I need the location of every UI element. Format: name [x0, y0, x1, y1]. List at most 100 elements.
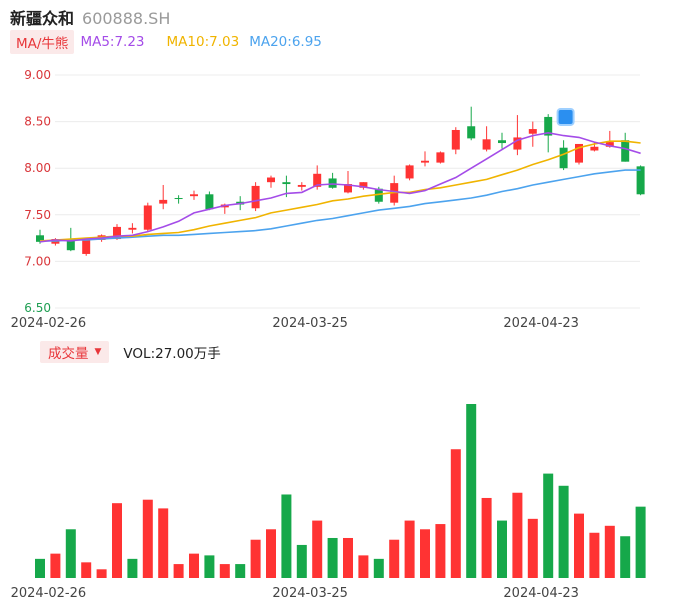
candle-body — [174, 198, 183, 200]
volume-bar — [404, 520, 415, 578]
price-date-axis: 2024-02-26 2024-03-25 2024-04-23 — [11, 316, 579, 331]
price-date-label: 2024-02-26 — [11, 316, 87, 331]
volume-date-axis: 2024-02-26 2024-03-25 2024-04-23 — [11, 586, 579, 601]
volume-bar — [481, 497, 492, 578]
volume-bar — [589, 532, 600, 578]
price-tick-label: 8.00 — [24, 161, 51, 175]
candle-body — [344, 184, 352, 193]
volume-date-label: 2024-04-23 — [503, 586, 579, 601]
candle — [267, 175, 275, 188]
ma-toggle-button[interactable]: MA/牛熊 — [10, 30, 75, 54]
volume-bar — [142, 499, 153, 578]
volume-bar — [312, 520, 323, 578]
volume-bar — [497, 520, 507, 578]
volume-bar — [435, 524, 446, 578]
candle-body — [451, 129, 460, 150]
volume-bar — [512, 492, 523, 578]
volume-toggle-button[interactable]: 成交量 ▼ — [40, 341, 110, 363]
price-axis-ticks: 9.00 8.50 8.00 7.50 7.00 6.50 — [24, 68, 51, 315]
price-tick-label: 9.00 — [24, 68, 51, 82]
volume-bar — [81, 562, 92, 578]
volume-bar — [173, 564, 184, 578]
candle — [605, 130, 614, 148]
candle-body — [374, 188, 383, 202]
candle-body — [143, 205, 152, 230]
volume-bar — [281, 494, 292, 578]
volume-bar — [373, 558, 384, 578]
volume-bar — [389, 539, 400, 578]
price-date-label: 2024-04-23 — [503, 316, 579, 331]
volume-date-label: 2024-02-26 — [11, 586, 87, 601]
candle — [559, 140, 568, 171]
volume-bar — [604, 525, 615, 578]
volume-bar — [327, 537, 338, 578]
candle-body — [621, 140, 630, 162]
candle-body — [66, 239, 75, 251]
candle-body — [436, 152, 445, 163]
volume-bar — [158, 508, 169, 578]
candle-body — [251, 185, 260, 209]
volume-toggle-label: 成交量 — [48, 346, 89, 362]
stock-header: 新疆众和 600888.SH — [10, 5, 171, 28]
volume-legend: 成交量 ▼ VOL:27.00万手 — [40, 341, 221, 363]
candle — [405, 164, 414, 181]
candle-body — [282, 182, 291, 185]
candle — [205, 191, 214, 211]
signal-icon — [556, 107, 575, 126]
candle — [513, 115, 522, 156]
moving-average-lines — [39, 131, 641, 243]
candle-body — [544, 116, 553, 136]
candle-body — [205, 194, 214, 210]
candle-body — [590, 146, 599, 151]
candle-body — [297, 184, 306, 187]
volume-bar — [250, 539, 261, 578]
ma-legend: MA/牛熊 MA5:7.23 MA10:7.03 MA20:6.95 — [10, 30, 332, 54]
candle-body — [82, 239, 91, 254]
price-tick-label: 8.50 — [24, 115, 51, 129]
candle — [344, 170, 352, 194]
candle — [297, 182, 306, 191]
candle-body — [113, 226, 121, 240]
candle — [251, 182, 260, 212]
candle-body — [421, 160, 429, 163]
candle-body — [528, 129, 537, 134]
volume-bar — [527, 518, 538, 578]
ma20-line — [40, 169, 641, 242]
candle — [159, 184, 168, 210]
caret-down-icon: ▼ — [94, 347, 102, 357]
candle-body — [636, 166, 645, 195]
volume-bar — [296, 544, 307, 578]
volume-bar — [65, 529, 76, 578]
ma10-line — [39, 140, 641, 242]
ma5-line — [39, 131, 641, 243]
candle-body — [359, 182, 368, 188]
volume-bar — [50, 553, 61, 578]
volume-bar — [420, 529, 430, 578]
candle — [621, 132, 630, 162]
volume-bar — [620, 536, 631, 578]
candle — [498, 132, 506, 149]
candle-body — [559, 147, 568, 169]
candle — [451, 127, 460, 155]
stock-code: 600888.SH — [82, 9, 171, 28]
candle — [174, 195, 183, 204]
volume-bar — [127, 558, 138, 578]
volume-bar — [219, 564, 230, 578]
candle-body — [405, 165, 414, 179]
volume-bars — [35, 404, 646, 578]
candle — [190, 190, 198, 200]
volume-bar — [204, 555, 215, 578]
candle-body — [575, 143, 583, 163]
price-gridlines — [55, 74, 640, 309]
candle — [359, 182, 368, 190]
candle — [482, 126, 491, 152]
volume-bar — [96, 569, 107, 578]
candle — [528, 121, 537, 147]
volume-bar — [558, 485, 569, 578]
volume-value: VOL:27.00万手 — [123, 346, 221, 362]
candle-body — [605, 142, 614, 147]
price-tick-label: 7.50 — [24, 208, 51, 222]
volume-bar — [466, 404, 477, 578]
candle — [128, 223, 137, 234]
